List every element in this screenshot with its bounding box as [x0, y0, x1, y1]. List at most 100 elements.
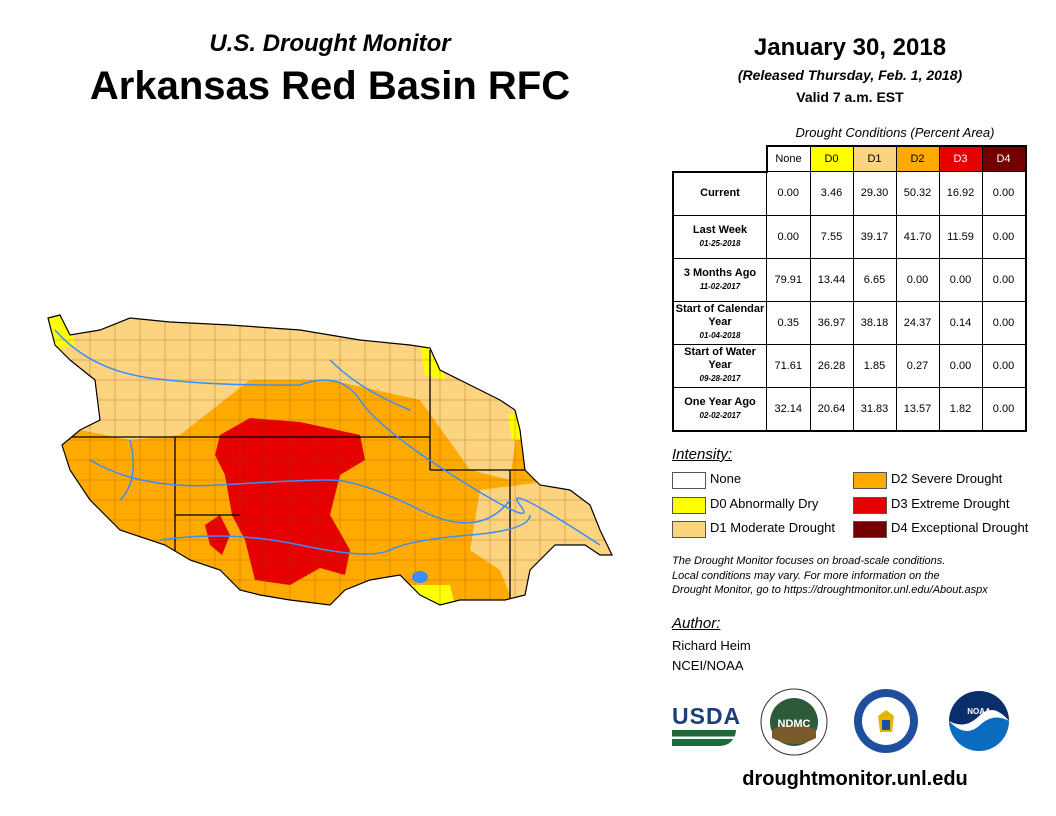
usda-logo-mark [672, 730, 736, 746]
cell-d1: 39.17 [852, 214, 897, 259]
legend-label: D2 Severe Drought [891, 471, 1003, 486]
cell-d4: 0.00 [981, 171, 1027, 216]
row-date: 02-02-2017 [699, 410, 741, 420]
usda-logo-text: USDA [672, 703, 742, 729]
table-row: Last Week 01-25-2018 0.00 7.55 39.17 41.70 11.… [672, 214, 1027, 259]
ndmc-logo: NDMC [760, 688, 828, 756]
table-row: Start of Water Year 09-28-2017 71.61 26.28 1… [672, 343, 1027, 388]
cell-d1: 1.85 [852, 343, 897, 388]
cell-d0: 7.55 [809, 214, 854, 259]
table-row: One Year Ago 02-02-2017 32.14 20.64 31.83 13.… [672, 386, 1027, 432]
row-label-text: Start of Calendar Year [675, 303, 765, 328]
row-label: One Year Ago 02-02-2017 [672, 386, 767, 432]
page-title: Arkansas Red Basin RFC [89, 64, 571, 108]
table-row: Current 0.00 3.46 29.30 50.32 16.92 0.00 [672, 171, 1027, 216]
note-line: Drought Monitor, go to https://droughtmo… [672, 584, 988, 596]
cell-d0: 20.64 [809, 386, 854, 432]
drought-conditions-table: None D0 D1 D2 D3 D4 Current 0.00 3.46 29.30… [672, 145, 1027, 432]
cell-d0: 3.46 [809, 171, 854, 216]
basin-map [47, 314, 613, 606]
table-header-row: None D0 D1 D2 D3 D4 [673, 145, 1027, 173]
row-label-text: 3 Months Ago [683, 266, 757, 279]
d0-area-south [410, 585, 455, 605]
table-row: Start of Calendar Year 01-04-2018 0.35 36.9… [672, 300, 1027, 345]
row-label-text: Start of Water Year [684, 346, 756, 371]
table-row: 3 Months Ago 11-02-2017 79.91 13.44 6.65 0.00… [672, 257, 1027, 302]
row-label: Start of Water Year 09-28-2017 [672, 343, 767, 388]
row-date: 11-02-2017 [699, 281, 741, 291]
legend-label: D4 Exceptional Drought [891, 520, 1029, 535]
cell-d3: 1.82 [938, 386, 983, 432]
legend-swatch [672, 497, 706, 514]
cell-d4: 0.00 [981, 343, 1027, 388]
legend-heading: Intensity: [672, 446, 733, 463]
cell-d1: 38.18 [852, 300, 897, 345]
cell-d0: 26.28 [809, 343, 854, 388]
cell-d1: 29.30 [852, 171, 897, 216]
cell-d3: 16.92 [938, 171, 983, 216]
usda-logo: USDA [672, 703, 742, 747]
cell-d3: 0.00 [938, 257, 983, 302]
row-label: Start of Calendar Year 01-04-2018 [672, 300, 767, 345]
cell-d1: 6.65 [852, 257, 897, 302]
col-d3: D3 [938, 145, 983, 172]
subtitle: U.S. Drought Monitor [209, 30, 451, 57]
cell-d3: 11.59 [938, 214, 983, 259]
author-name: Richard Heim [672, 638, 751, 653]
lake [412, 571, 428, 583]
col-d4: D4 [981, 145, 1027, 172]
d3-area-small [205, 515, 230, 555]
cell-none: 79.91 [766, 257, 811, 302]
row-date: 01-04-2018 [699, 331, 741, 340]
cell-d2: 24.37 [895, 300, 940, 345]
author-heading: Author: [672, 615, 721, 632]
col-d1: D1 [852, 145, 897, 172]
note-line: The Drought Monitor focuses on broad-sca… [672, 555, 946, 567]
cell-none: 71.61 [766, 343, 811, 388]
disclaimer-note: The Drought Monitor focuses on broad-sca… [672, 554, 1052, 598]
legend-swatch [853, 497, 887, 514]
rivers [54, 329, 601, 555]
cell-d2: 41.70 [895, 214, 940, 259]
cell-none: 0.00 [766, 171, 811, 216]
footer-url[interactable]: droughtmonitor.unl.edu [742, 768, 968, 790]
map-date: January 30, 2018 [753, 34, 947, 61]
row-label-text: Last Week [692, 223, 748, 236]
row-label-text: One Year Ago [684, 395, 756, 408]
cell-none: 0.00 [766, 214, 811, 259]
cell-d0: 36.97 [809, 300, 854, 345]
legend-label: D3 Extreme Drought [891, 496, 1010, 511]
legend-swatch [672, 472, 706, 489]
row-label-text: Current [700, 187, 740, 199]
cell-d4: 0.00 [981, 257, 1027, 302]
row-date: 01-25-2018 [699, 238, 741, 248]
col-d2: D2 [895, 145, 940, 172]
cell-d3: 0.14 [938, 300, 983, 345]
legend-label: D1 Moderate Drought [710, 520, 836, 535]
valid-time: Valid 7 a.m. EST [796, 89, 904, 105]
svg-text:NOAA: NOAA [967, 707, 991, 716]
legend-label: D0 Abnormally Dry [710, 496, 819, 511]
cell-d3: 0.00 [938, 343, 983, 388]
cell-d2: 0.00 [895, 257, 940, 302]
cell-d2: 50.32 [895, 171, 940, 216]
cell-d0: 13.44 [809, 257, 854, 302]
cell-d2: 0.27 [895, 343, 940, 388]
legend-swatch [853, 521, 887, 538]
cell-d1: 31.83 [852, 386, 897, 432]
row-date: 09-28-2017 [699, 374, 741, 383]
cell-d4: 0.00 [981, 300, 1027, 345]
cell-d2: 13.57 [895, 386, 940, 432]
commerce-seal-logo [854, 689, 918, 753]
legend-swatch [853, 472, 887, 489]
legend-label: None [710, 471, 742, 486]
cell-none: 32.14 [766, 386, 811, 432]
svg-text:NDMC: NDMC [778, 718, 811, 730]
note-line: Local conditions may vary. For more info… [672, 569, 940, 582]
row-label: Current [672, 171, 767, 216]
author-org: NCEI/NOAA [672, 658, 744, 673]
col-none: None [766, 145, 811, 172]
cell-none: 0.35 [766, 300, 811, 345]
table-caption: Drought Conditions (Percent Area) [795, 125, 995, 140]
